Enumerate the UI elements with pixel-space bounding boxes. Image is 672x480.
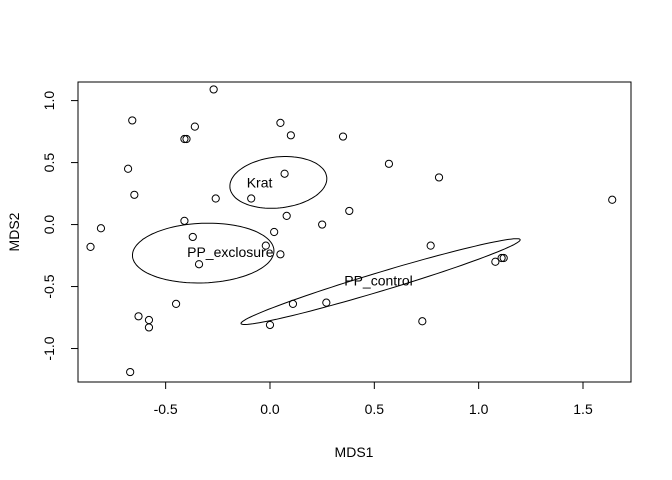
data-point <box>171 299 181 309</box>
data-point <box>180 134 189 144</box>
data-point <box>499 253 508 263</box>
x-tick-label: 1.0 <box>469 401 489 417</box>
data-point <box>261 241 270 250</box>
data-point <box>491 257 500 266</box>
data-point <box>280 169 289 178</box>
plot-box <box>77 81 632 383</box>
data-point <box>130 190 139 199</box>
data-point <box>338 132 348 141</box>
data-point <box>286 131 295 140</box>
data-point <box>188 232 197 242</box>
data-point <box>144 323 154 332</box>
y-tick-label: 0.0 <box>41 215 57 235</box>
data-point <box>288 299 298 309</box>
data-point <box>318 220 327 229</box>
data-point <box>211 194 220 203</box>
x-tick-label: 0.5 <box>365 401 385 417</box>
data-point <box>384 159 394 168</box>
data-point <box>180 216 189 225</box>
group-ellipse <box>229 156 328 209</box>
data-point <box>608 195 617 204</box>
data-point <box>144 315 154 325</box>
data-point <box>182 134 191 144</box>
data-point <box>209 85 218 94</box>
group-ellipse <box>240 238 521 325</box>
x-axis: -0.5 0.0 0.5 1.0 1.5 <box>154 381 593 417</box>
x-tick-label: 1.5 <box>573 401 593 417</box>
data-point <box>86 242 95 251</box>
y-tick-label: -1.0 <box>41 336 57 360</box>
data-point <box>345 206 354 216</box>
data-point <box>434 173 444 182</box>
data-point <box>190 122 199 131</box>
data-points <box>86 85 617 377</box>
x-tick-label: 0.0 <box>260 401 280 417</box>
data-point <box>497 253 506 263</box>
data-point <box>270 227 279 237</box>
data-point <box>282 211 291 220</box>
data-point <box>126 367 135 377</box>
data-point <box>134 312 143 321</box>
data-point <box>426 241 435 250</box>
y-tick-label: 0.5 <box>41 153 57 173</box>
data-point <box>194 260 204 269</box>
y-axis: -1.0 -0.5 0.0 0.5 1.0 <box>41 91 79 361</box>
x-tick-label: -0.5 <box>154 401 178 417</box>
group-label: Krat <box>247 174 273 190</box>
y-tick-label: -0.5 <box>41 274 57 298</box>
group-ellipses: Krat PP_exclosure PP_control <box>132 156 521 325</box>
data-point <box>418 317 427 326</box>
y-axis-label: MDS2 <box>6 212 22 251</box>
group-label: PP_exclosure <box>187 244 274 260</box>
data-point <box>276 118 285 128</box>
group-ellipse <box>132 222 275 284</box>
data-point <box>276 250 285 259</box>
data-point <box>322 298 331 307</box>
y-tick-label: 1.0 <box>41 91 57 111</box>
data-point <box>265 320 275 330</box>
x-axis-label: MDS1 <box>335 444 374 460</box>
data-point <box>96 224 106 233</box>
group-label: PP_control <box>344 272 412 288</box>
data-point <box>247 194 256 203</box>
data-point <box>123 164 133 173</box>
data-point <box>128 116 137 125</box>
